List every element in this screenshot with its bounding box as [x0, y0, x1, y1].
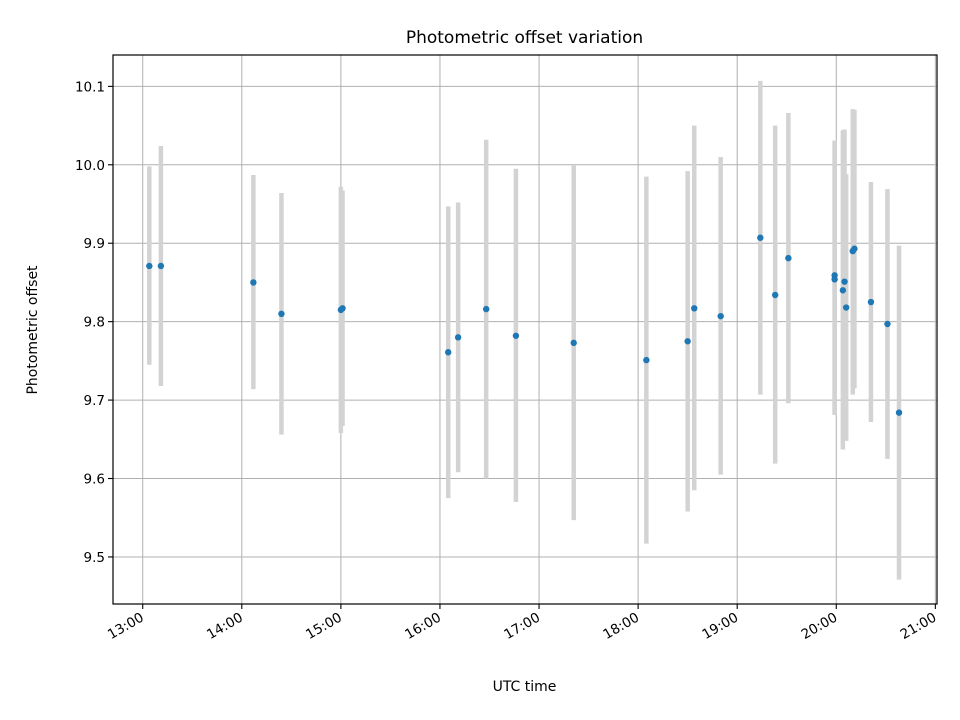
data-point	[884, 320, 891, 328]
data-point	[250, 279, 257, 286]
data-point	[278, 310, 285, 318]
grid	[113, 55, 937, 604]
data-point	[895, 409, 903, 416]
data-point	[339, 305, 346, 312]
data-point	[684, 338, 691, 345]
data-points	[146, 234, 903, 416]
chart-title: Photometric offset variation	[406, 28, 643, 48]
x-axis-label: UTC time	[493, 679, 557, 695]
y-axis-label: Photometric offset	[25, 265, 41, 395]
data-point	[841, 278, 848, 285]
data-point	[831, 276, 838, 283]
data-point	[570, 339, 577, 347]
data-point	[771, 291, 779, 299]
data-point	[512, 332, 520, 339]
data-point	[691, 305, 698, 312]
data-point	[842, 304, 850, 311]
data-point	[643, 356, 650, 364]
data-point	[867, 298, 875, 306]
data-point	[839, 287, 847, 294]
y-axis-ticks: 9.5 9.6 9.7 9.8 9.9 10.0 10.1	[75, 79, 113, 566]
data-point	[785, 254, 792, 262]
data-point	[482, 305, 490, 313]
y-tick-label: 9.5	[84, 550, 105, 566]
y-tick-label: 9.7	[84, 393, 105, 409]
y-tick-label: 10.1	[75, 79, 105, 95]
data-point	[851, 245, 858, 252]
data-point	[445, 349, 452, 356]
y-tick-label: 9.6	[84, 472, 105, 488]
data-point	[757, 234, 764, 241]
data-point	[146, 262, 153, 270]
data-point	[454, 334, 462, 341]
data-point	[717, 312, 724, 320]
data-point	[157, 262, 165, 270]
y-tick-label: 10.0	[75, 158, 105, 174]
plot-frame	[112, 54, 938, 605]
y-tick-label: 9.9	[84, 236, 105, 252]
y-tick-label: 9.8	[84, 315, 105, 331]
